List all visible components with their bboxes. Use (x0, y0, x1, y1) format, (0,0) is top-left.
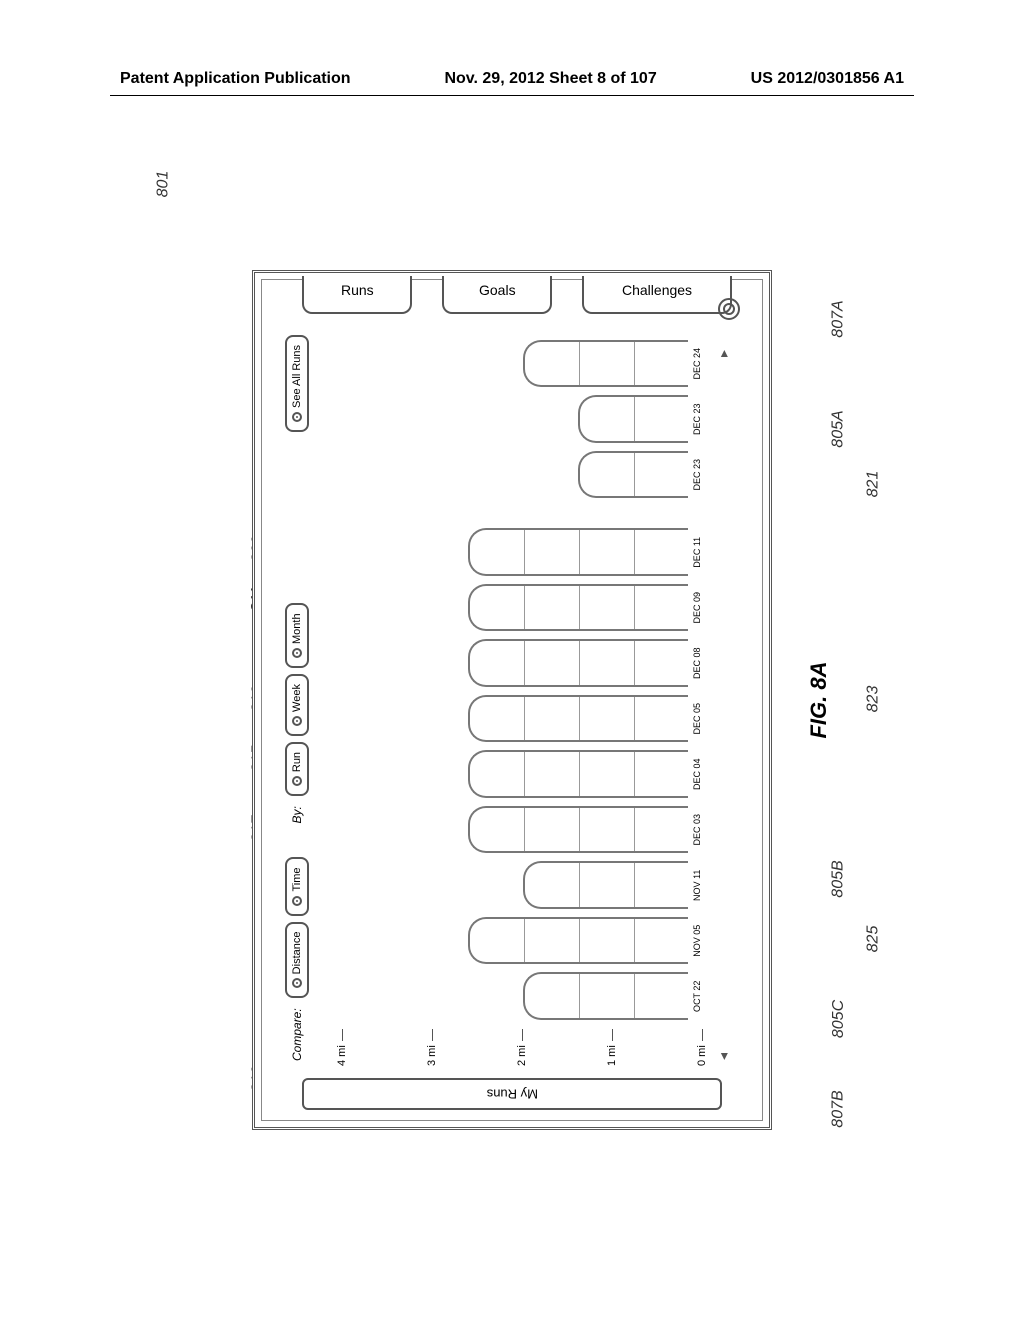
device-frame: My Runs Runs Goals Challenges Compare: D… (252, 270, 772, 1130)
ref-801: 801 (154, 171, 172, 198)
screen: My Runs Runs Goals Challenges Compare: D… (261, 279, 763, 1121)
bar-date-label: NOV 05 (692, 925, 702, 957)
bar[interactable]: OCT 22 (523, 973, 702, 1021)
distance-button[interactable]: Distance (285, 922, 309, 999)
bar-date-label: DEC 04 (692, 759, 702, 791)
bars-container: OCT 22 NOV 05 NOV 11 DEC 03 DEC 04 DEC 05 DEC … (342, 340, 702, 1020)
scroll-left-icon[interactable]: ◂ (715, 1053, 732, 1060)
ref-825: 825 (864, 926, 882, 953)
my-runs-label: My Runs (486, 1087, 537, 1102)
bar[interactable]: DEC 05 (468, 695, 702, 743)
bar[interactable]: DEC 11 (468, 529, 702, 577)
my-runs-tab[interactable]: My Runs (302, 1078, 722, 1110)
tab-goals[interactable]: Goals (442, 276, 552, 314)
toolbar: Compare: Distance Time By: Run Week Mont… (280, 335, 314, 1065)
ref-805A: 805A (830, 410, 848, 447)
y-tick: 4 mi (336, 1029, 348, 1066)
badge-icon[interactable] (718, 298, 740, 320)
bar-date-label: DEC 08 (692, 648, 702, 680)
by-label: By: (290, 802, 304, 827)
bar-date-label: DEC 23 (692, 459, 702, 491)
bar[interactable]: DEC 23 (578, 451, 702, 499)
bar[interactable]: DEC 24 (523, 340, 702, 388)
tab-challenges[interactable]: Challenges (582, 276, 732, 314)
figure-8a: My Runs Runs Goals Challenges Compare: D… (252, 270, 772, 1130)
bar-date-label: NOV 11 (692, 870, 702, 901)
bar-date-label: DEC 11 (692, 537, 702, 568)
bar[interactable]: NOV 05 (468, 917, 702, 965)
bar[interactable]: DEC 08 (468, 640, 702, 688)
radio-icon (292, 716, 302, 726)
y-tick: 3 mi (426, 1029, 438, 1066)
bar[interactable]: DEC 23 (578, 396, 702, 444)
time-button[interactable]: Time (285, 857, 309, 915)
radio-icon (292, 896, 302, 906)
compare-label: Compare: (290, 1004, 304, 1065)
ref-805B: 805B (830, 860, 848, 897)
runs-chart: 4 mi 3 mi 2 mi 1 mi 0 mi OCT 22NOV 05NOV… (342, 340, 702, 1020)
header-rule (110, 95, 914, 96)
bar-date-label: DEC 24 (692, 348, 702, 380)
radio-icon (292, 776, 302, 786)
ref-807A: 807A (830, 300, 848, 337)
bar[interactable]: DEC 04 (468, 751, 702, 799)
y-tick: 0 mi (696, 1029, 708, 1066)
radio-icon (292, 412, 302, 422)
page-header: Patent Application Publication Nov. 29, … (0, 70, 1024, 88)
run-button[interactable]: Run (285, 742, 309, 796)
ref-821: 821 (864, 471, 882, 498)
header-left: Patent Application Publication (120, 70, 351, 88)
header-center: Nov. 29, 2012 Sheet 8 of 107 (444, 70, 656, 88)
y-tick: 1 mi (606, 1029, 618, 1066)
radio-icon (292, 648, 302, 658)
bar[interactable]: DEC 03 (468, 806, 702, 854)
tab-runs[interactable]: Runs (302, 276, 412, 314)
scroll-right-icon[interactable]: ▸ (715, 350, 732, 357)
bar-date-label: DEC 03 (692, 814, 702, 846)
bar-date-label: OCT 22 (692, 981, 702, 1012)
ref-805C: 805C (830, 1000, 848, 1038)
bar-date-label: DEC 05 (692, 703, 702, 735)
bar-date-label: DEC 09 (692, 592, 702, 624)
month-button[interactable]: Month (285, 603, 309, 668)
ref-807B: 807B (830, 1090, 848, 1127)
see-all-runs-button[interactable]: See All Runs (285, 335, 309, 432)
bar[interactable]: DEC 09 (468, 584, 702, 632)
header-right: US 2012/0301856 A1 (751, 70, 904, 88)
bar[interactable]: NOV 11 (523, 862, 702, 910)
y-tick: 2 mi (516, 1029, 528, 1066)
figure-caption: FIG. 8A (806, 661, 832, 738)
bar-date-label: DEC 23 (692, 404, 702, 436)
week-button[interactable]: Week (285, 674, 309, 736)
ref-823: 823 (864, 686, 882, 713)
radio-icon (292, 978, 302, 988)
